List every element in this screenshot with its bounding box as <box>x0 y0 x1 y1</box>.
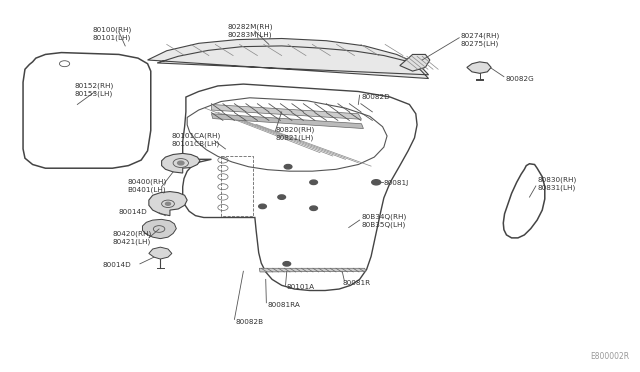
Text: 80081RA: 80081RA <box>268 302 301 308</box>
Text: 80082D: 80082D <box>362 94 390 100</box>
Text: 80081J: 80081J <box>384 180 409 186</box>
Polygon shape <box>143 219 176 238</box>
Circle shape <box>310 206 317 211</box>
Circle shape <box>259 204 266 209</box>
Text: 80014D: 80014D <box>103 262 132 267</box>
Text: 80400(RH)
B0401(LH): 80400(RH) B0401(LH) <box>127 179 166 193</box>
Polygon shape <box>211 114 364 129</box>
Text: 80082G: 80082G <box>505 76 534 81</box>
Circle shape <box>372 180 381 185</box>
Polygon shape <box>400 54 430 71</box>
Text: 80082B: 80082B <box>236 320 264 326</box>
Text: 80420(RH)
80421(LH): 80420(RH) 80421(LH) <box>113 231 152 245</box>
Polygon shape <box>162 153 200 173</box>
Text: 80101A: 80101A <box>287 284 315 290</box>
Circle shape <box>283 262 291 266</box>
Polygon shape <box>148 38 429 78</box>
Polygon shape <box>259 268 366 272</box>
Text: 80100(RH)
80101(LH): 80100(RH) 80101(LH) <box>93 27 132 41</box>
Text: 80282M(RH)
80283M(LH): 80282M(RH) 80283M(LH) <box>227 23 273 38</box>
Circle shape <box>177 161 184 165</box>
Polygon shape <box>149 247 172 259</box>
Polygon shape <box>149 192 187 216</box>
Polygon shape <box>467 62 491 73</box>
Text: 80014D: 80014D <box>119 209 148 215</box>
Text: 80830(RH)
80831(LH): 80830(RH) 80831(LH) <box>537 177 577 192</box>
Text: 80152(RH)
80153(LH): 80152(RH) 80153(LH) <box>74 82 113 97</box>
Text: 80820(RH)
80821(LH): 80820(RH) 80821(LH) <box>275 127 314 141</box>
Text: 80081R: 80081R <box>342 280 371 286</box>
Circle shape <box>310 180 317 185</box>
Text: 80B34Q(RH)
80B35Q(LH): 80B34Q(RH) 80B35Q(LH) <box>362 214 407 228</box>
Text: 80274(RH)
80275(LH): 80274(RH) 80275(LH) <box>461 32 500 47</box>
Polygon shape <box>211 105 362 119</box>
Circle shape <box>278 195 285 199</box>
Text: E800002R: E800002R <box>591 352 630 361</box>
Circle shape <box>284 164 292 169</box>
Text: 80101CA(RH)
80101CB(LH): 80101CA(RH) 80101CB(LH) <box>172 132 221 147</box>
Circle shape <box>166 202 171 205</box>
